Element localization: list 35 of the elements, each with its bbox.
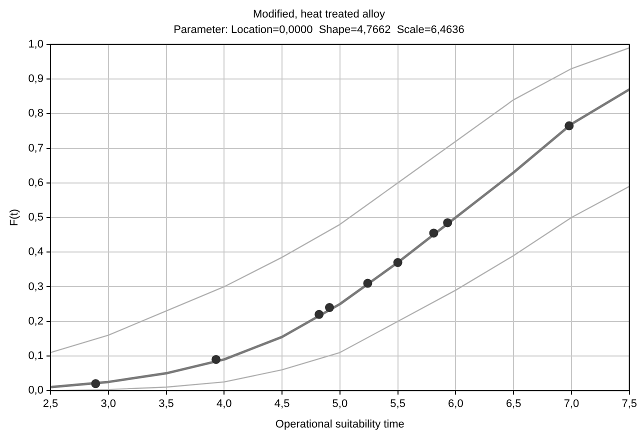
y-tick-label: 0,1 [28,350,44,362]
y-axis-title: F(t) [8,208,21,226]
y-tick-label: 0,2 [28,315,44,328]
y-tick-label: 0,0 [28,384,44,397]
x-tick-label: 2,5 [42,398,58,410]
point [91,379,100,388]
point [314,310,324,319]
y-tick-label: 0,5 [28,212,44,224]
y-tick-label: 0,6 [28,176,44,189]
chart-title: Modified, heat treated alloy [252,8,386,21]
y-tick-label: 0,4 [28,246,44,258]
point [564,121,574,130]
x-axis-title: Operational suitability time [275,418,404,430]
x-tick-label: 4,0 [216,398,232,410]
y-tick-label: 0,3 [28,280,44,293]
y-tick-label: 1,0 [28,38,44,50]
point [212,354,221,364]
x-tick-label: 6,0 [448,398,464,410]
y-tick-label: 0,8 [28,108,44,120]
point [325,303,334,312]
point [393,258,402,268]
x-tick-label: 5,5 [390,398,406,410]
x-tick-label: 4,5 [274,398,290,410]
point [429,228,438,238]
x-tick-label: 5,0 [332,398,348,410]
x-tick-label: 6,5 [506,398,522,410]
y-tick-label: 0,7 [28,142,44,154]
chart-subtitle: Parameter: Location=0,0000 Shape=4,7662 Scale=6,4636 [174,24,464,36]
x-tick-label: 7,5 [622,398,638,410]
x-tick-label: 7,0 [564,398,580,410]
point [443,218,452,228]
x-tick-label: 3,5 [158,398,174,410]
point [363,278,372,288]
y-tick-label: 0,9 [28,73,44,86]
x-tick-label: 3,0 [100,398,116,410]
